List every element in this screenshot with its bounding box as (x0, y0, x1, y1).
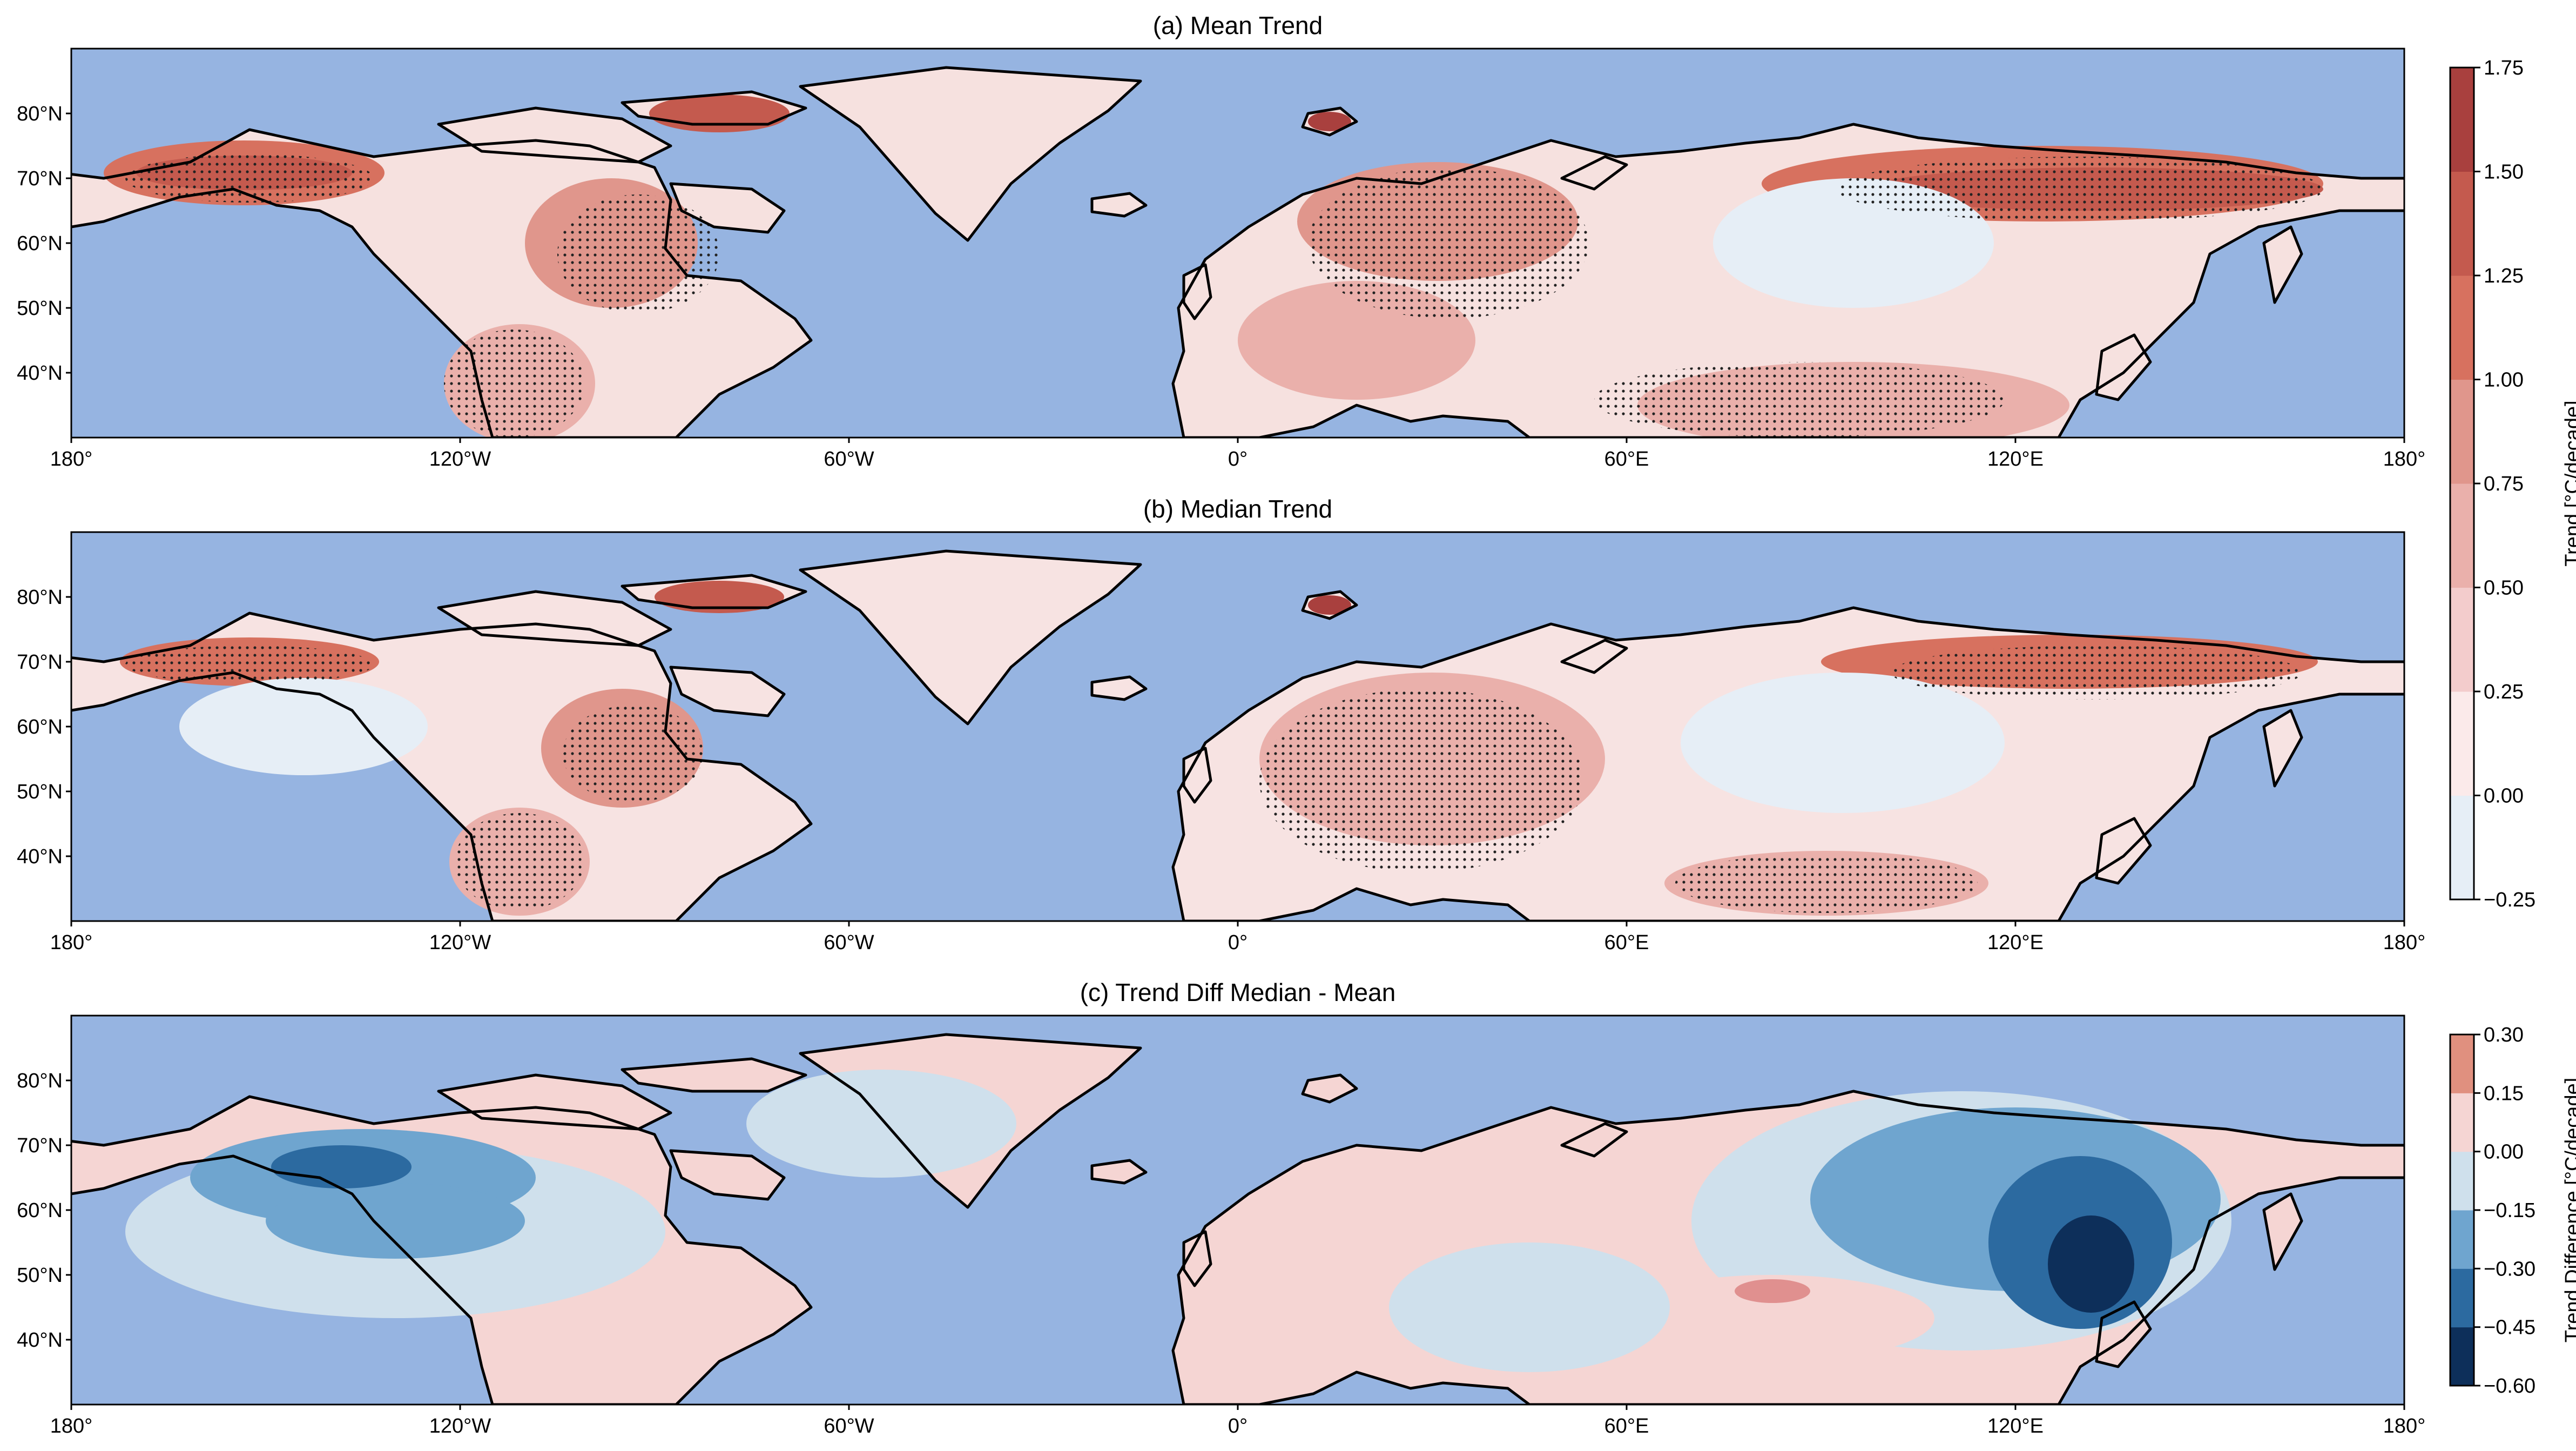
colorbar-trend-difference: 0.30 0.15 0.00 −0.15 −0.30 −0.45 −0.60 Trend Di… (2449, 1024, 2576, 1398)
axis-tick-labels: 180° 120°W 60°W 0° 60°E 120°E 180° 80°N 70°N 60°N… (17, 103, 2425, 1437)
significance-stippling (125, 154, 2323, 438)
x-tick-label: 180° (2383, 1415, 2426, 1437)
colorbar-label: Trend [°C/decade] (2561, 400, 2576, 566)
colorbar-tick-label: −0.60 (2484, 1375, 2535, 1398)
colorbar-tick-label: 0.00 (2484, 1141, 2524, 1164)
difference-contours (125, 1070, 2231, 1372)
y-tick-label: 40°N (17, 1329, 63, 1352)
y-tick-label: 70°N (17, 1134, 63, 1157)
y-tick-label: 50°N (17, 297, 63, 320)
colorbar-tick-label: 1.25 (2484, 265, 2524, 287)
colorbar-trend: 1.75 1.50 1.25 1.00 0.75 0.50 0.25 0.00 −0.25 Tre… (2449, 57, 2576, 911)
colorbar-tick-label: 0.75 (2484, 473, 2524, 495)
colorbar-segment (2450, 1093, 2474, 1152)
colorbar-tick-label: 1.75 (2484, 57, 2524, 79)
y-tick-label: 70°N (17, 651, 63, 674)
panel-b-title: (b) Median Trend (1143, 495, 1332, 523)
colorbar-segment (2450, 1210, 2474, 1269)
colorbar-tick-label: −0.15 (2484, 1199, 2535, 1222)
x-tick-label: 60°W (824, 1415, 874, 1437)
colorbar-segment (2450, 68, 2474, 172)
x-tick-label: 120°E (1987, 448, 2044, 471)
y-tick-label: 60°N (17, 1199, 63, 1222)
colorbar-tick-label: 1.00 (2484, 369, 2524, 392)
colorbar-segment (2450, 795, 2474, 900)
colorbar-tick-label: 0.00 (2484, 785, 2524, 808)
panel-c-title: (c) Trend Diff Median - Mean (1080, 978, 1396, 1006)
x-tick-label: 60°E (1604, 931, 1649, 954)
x-tick-label: 120°W (429, 1415, 491, 1437)
y-tick-label: 50°N (17, 1264, 63, 1287)
y-tick-label: 50°N (17, 781, 63, 803)
y-tick-label: 40°N (17, 362, 63, 385)
colorbar-segment (2450, 483, 2474, 588)
x-tick-label: 120°E (1987, 931, 2044, 954)
x-tick-label: 180° (2383, 931, 2426, 954)
colorbar-segment (2450, 379, 2474, 484)
colorbar-segment (2450, 171, 2474, 276)
colorbar-segment (2450, 1151, 2474, 1211)
panel-c-map (71, 1016, 2404, 1405)
x-tick-label: 180° (50, 448, 93, 471)
y-tick-label: 80°N (17, 1070, 63, 1092)
y-tick-label: 60°N (17, 716, 63, 738)
colorbar-segment (2450, 1327, 2474, 1386)
x-tick-label: 60°W (824, 931, 874, 954)
colorbar-tick-label: 0.50 (2484, 577, 2524, 600)
x-tick-label: 60°W (824, 448, 874, 471)
colorbar-tick-label: 0.30 (2484, 1024, 2524, 1046)
colorbar-tick-label: −0.30 (2484, 1258, 2535, 1280)
x-tick-label: 180° (50, 1415, 93, 1437)
colorbar-tick-label: 1.50 (2484, 161, 2524, 184)
y-tick-label: 60°N (17, 232, 63, 255)
colorbar-segment (2450, 587, 2474, 692)
y-tick-label: 70°N (17, 167, 63, 190)
colorbar-tick-label: −0.45 (2484, 1316, 2535, 1339)
panel-b-map (71, 532, 2404, 921)
x-tick-label: 120°W (429, 931, 491, 954)
x-tick-label: 120°E (1987, 1415, 2044, 1437)
colorbar-tick-label: 0.15 (2484, 1082, 2524, 1105)
colorbar-segment (2450, 1034, 2474, 1093)
x-tick-label: 0° (1228, 1415, 1247, 1437)
y-tick-label: 80°N (17, 103, 63, 125)
x-tick-label: 0° (1228, 448, 1247, 471)
significance-stippling (125, 646, 2302, 913)
panel-a-map (71, 49, 2404, 438)
y-tick-label: 40°N (17, 845, 63, 868)
x-tick-label: 180° (50, 931, 93, 954)
colorbar-segment (2450, 1268, 2474, 1328)
x-tick-label: 180° (2383, 448, 2426, 471)
colorbar-tick-label: 0.25 (2484, 681, 2524, 703)
colorbar-label: Trend Difference [°C/decade] (2561, 1078, 2576, 1342)
colorbar-tick-label: −0.25 (2484, 889, 2535, 911)
panel-a-title: (a) Mean Trend (1153, 11, 1323, 39)
x-tick-label: 0° (1228, 931, 1247, 954)
x-tick-label: 120°W (429, 448, 491, 471)
colorbar-segment (2450, 691, 2474, 796)
colorbar-segment (2450, 276, 2474, 380)
x-tick-label: 60°E (1604, 1415, 1649, 1437)
y-tick-label: 80°N (17, 586, 63, 609)
x-tick-label: 60°E (1604, 448, 1649, 471)
